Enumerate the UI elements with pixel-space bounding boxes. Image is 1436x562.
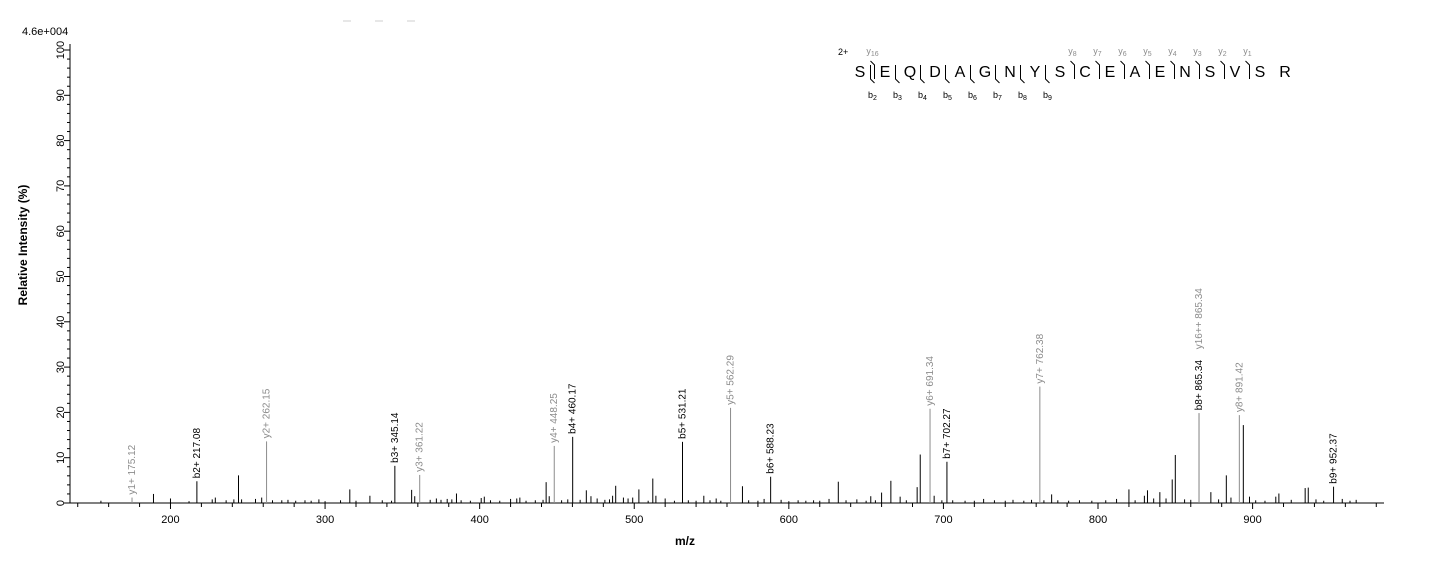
intensity-scale-label: 4.6e+004 — [22, 26, 68, 38]
y-tick-label: 100 — [55, 41, 67, 59]
y-ion-bracket — [1070, 60, 1075, 79]
y-ion-bracket — [1095, 60, 1100, 79]
peak-label: y5+ 562.29 — [726, 355, 737, 405]
y-ion-label: y8 — [1068, 46, 1077, 58]
b-ion-label: b5 — [943, 90, 952, 102]
sequence-residue: C — [1079, 64, 1091, 81]
b-ion-bracket — [970, 65, 975, 84]
b-ion-bracket — [1045, 65, 1050, 84]
y-tick-label: 60 — [55, 225, 67, 237]
b-ion-bracket — [920, 65, 925, 84]
b-ion-bracket — [895, 65, 900, 84]
sequence-residue: E — [1155, 64, 1166, 81]
peak-label: b4+ 460.17 — [568, 383, 579, 434]
sequence-residue: A — [955, 64, 966, 81]
y-ion-label: y6 — [1118, 46, 1127, 58]
peak-label: b2+ 217.08 — [192, 427, 203, 478]
b-ion-label: b7 — [993, 90, 1002, 102]
y-tick-label: 30 — [55, 361, 67, 373]
peak-label: y2+ 262.15 — [262, 388, 273, 438]
sequence-residue: R — [1279, 64, 1291, 81]
peak-label: b8+ 865.34 — [1194, 360, 1205, 411]
peak-label: b7+ 702.27 — [942, 408, 953, 459]
peak-label: y4+ 448.25 — [549, 393, 560, 443]
b-ion-label: b2 — [868, 90, 877, 102]
y-ion-label: y16 — [866, 46, 878, 58]
peak-label: b6+ 588.23 — [766, 423, 777, 474]
y-tick-label: 20 — [55, 406, 67, 418]
peak-label: b9+ 952.37 — [1329, 433, 1340, 484]
x-axis-title: m/z — [675, 534, 695, 548]
b-ion-label: b6 — [968, 90, 977, 102]
peak-label: b3+ 345.14 — [390, 412, 401, 463]
b-ion-label: b8 — [1018, 90, 1027, 102]
y-tick-label: 0 — [55, 500, 67, 506]
y-ion-label: y3 — [1193, 46, 1202, 58]
sequence-residue: S — [1055, 64, 1066, 81]
peak-label: y8+ 891.42 — [1234, 362, 1245, 412]
b-ion-bracket — [1020, 65, 1025, 84]
y-ion-bracket — [1245, 60, 1250, 79]
precursor-charge: 2+ — [838, 47, 848, 57]
y-ion-label: y1 — [1243, 46, 1252, 58]
sequence-residue: N — [1004, 64, 1016, 81]
peak-label: y16++ 865.34 — [1194, 288, 1205, 350]
peak-label: y3+ 361.22 — [415, 422, 426, 472]
y-tick-label: 90 — [55, 89, 67, 101]
peak-label: y7+ 762.38 — [1035, 333, 1046, 383]
y-ion-label: y2 — [1218, 46, 1227, 58]
peak-label: y6+ 691.34 — [925, 356, 936, 406]
y-ion-label: y4 — [1168, 46, 1177, 58]
x-tick-label: 500 — [625, 514, 643, 526]
y-ion-bracket — [1195, 60, 1200, 79]
y-ion-label: y7 — [1093, 46, 1102, 58]
peak-label: b5+ 531.21 — [677, 388, 688, 439]
y-ion-bracket — [870, 60, 875, 79]
sequence-residue: Q — [904, 64, 916, 81]
y-tick-label: 70 — [55, 180, 67, 192]
sequence-residue: S — [855, 64, 866, 81]
sequence-residue: S — [1205, 64, 1216, 81]
sequence-residue: G — [979, 64, 991, 81]
sequence-residue: Y — [1030, 64, 1041, 81]
x-tick-label: 800 — [1089, 514, 1107, 526]
sequence-residue: A — [1130, 64, 1141, 81]
y-tick-label: 40 — [55, 316, 67, 328]
sequence-residue: V — [1230, 64, 1241, 81]
y-tick-label: 50 — [55, 270, 67, 282]
b-ion-label: b4 — [918, 90, 927, 102]
b-ion-label: b3 — [893, 90, 902, 102]
y-axis-title: Relative Intensity (%) — [16, 185, 30, 306]
y-ion-bracket — [1145, 60, 1150, 79]
sequence-residue: E — [1105, 64, 1116, 81]
peak-label: y1+ 175.12 — [127, 444, 138, 494]
axes: 200 300 400 500 600 700 800 900 0 10 20 30 40 50 60 70 8… — [55, 41, 1384, 526]
x-tick-label: 900 — [1243, 514, 1261, 526]
x-tick-label: 600 — [780, 514, 798, 526]
y-ion-bracket — [1170, 60, 1175, 79]
x-tick-label: 400 — [470, 514, 488, 526]
y-tick-label: 10 — [55, 452, 67, 464]
y-ion-label: y5 — [1143, 46, 1152, 58]
sequence-residue: S — [1255, 64, 1266, 81]
peak-labels: y1+ 175.12 b2+ 217.08 y2+ 262.15 b3+ 345.14… — [127, 288, 1340, 495]
x-tick-label: 300 — [316, 514, 334, 526]
y-ion-bracket — [1120, 60, 1125, 79]
b-ion-bracket — [945, 65, 950, 84]
y-tick-label: 80 — [55, 134, 67, 146]
b-ion-bracket — [870, 65, 875, 84]
peaks — [100, 386, 1357, 503]
sequence-residue: N — [1179, 64, 1191, 81]
b-ion-bracket — [995, 65, 1000, 84]
b-ion-label: b9 — [1043, 90, 1052, 102]
x-tick-label: 200 — [161, 514, 179, 526]
x-tick-label: 700 — [934, 514, 952, 526]
sequence-residue: E — [880, 64, 891, 81]
y-ion-bracket — [1220, 60, 1225, 79]
sequence-residue: D — [929, 64, 941, 81]
